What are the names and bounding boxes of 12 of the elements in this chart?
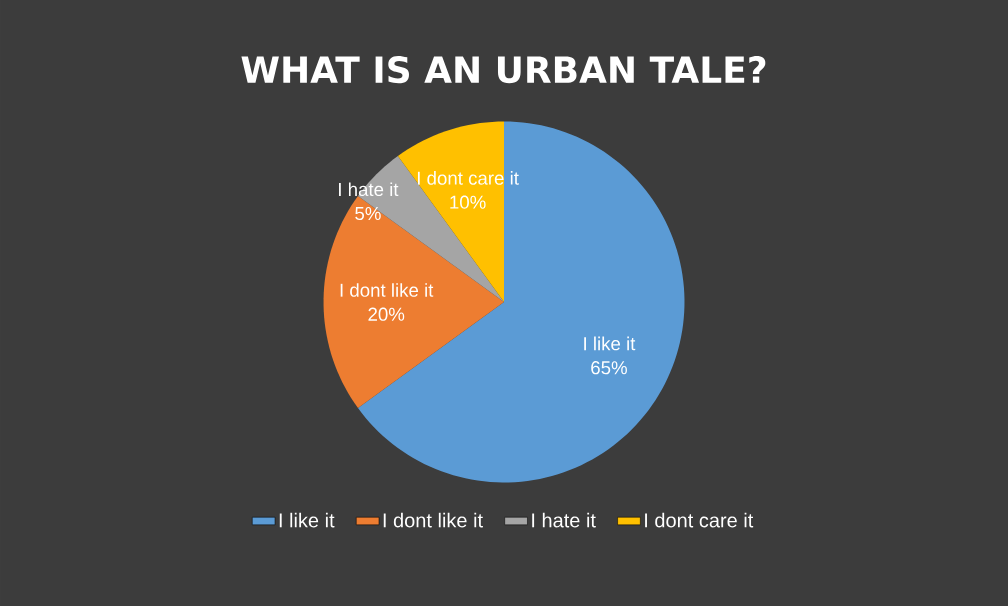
- legend-label: I dont care it: [645, 512, 754, 528]
- slice-label: I dont like it: [340, 283, 434, 297]
- data-label: 65%: [591, 361, 627, 375]
- legend-label: I dont like it: [383, 512, 483, 528]
- data-label: 20%: [368, 307, 405, 321]
- slice-label: I dont care it: [417, 171, 519, 185]
- legend-label: I like it: [279, 512, 335, 528]
- data-label: 10%: [450, 195, 486, 209]
- slice-label: I like it: [584, 336, 636, 351]
- chart-title: WHAT IS AN URBAN TALE?: [241, 56, 766, 84]
- data-label: 5%: [355, 206, 381, 221]
- legend-label: I hate it: [532, 512, 596, 528]
